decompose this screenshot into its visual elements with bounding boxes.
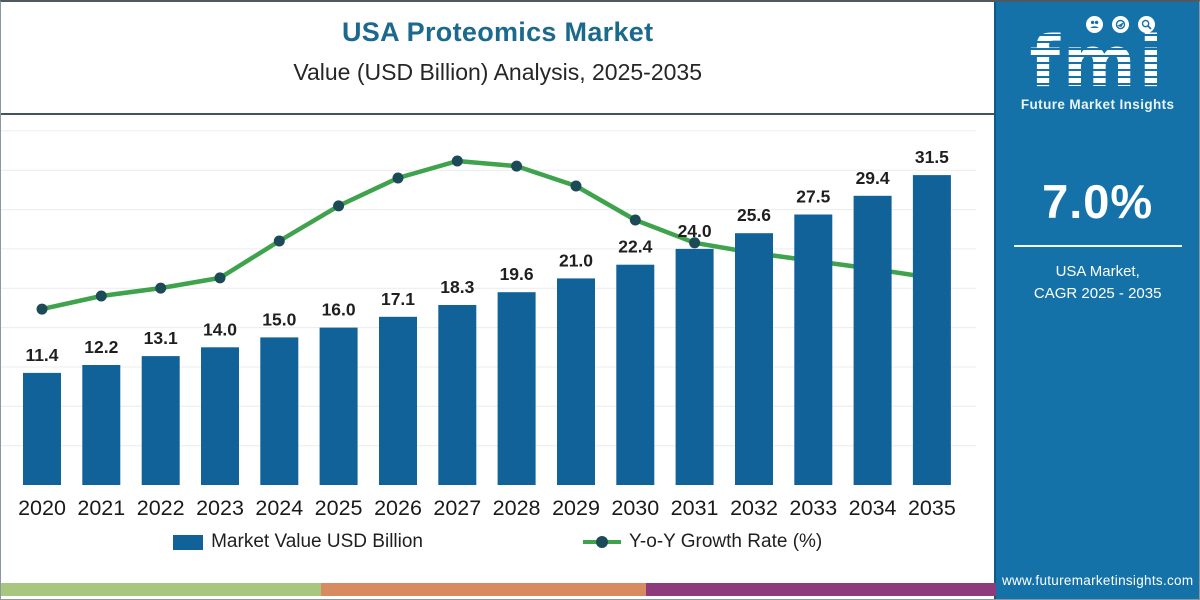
bar-2030 — [616, 264, 655, 485]
bar-2023 — [201, 347, 239, 485]
growth-rate-marker-2024 — [273, 235, 285, 247]
x-axis-label-2023: 2023 — [196, 496, 244, 520]
footer-color-strip — [1, 583, 996, 596]
growth-rate-marker-2031 — [689, 237, 701, 249]
bar-value-label-2026: 17.1 — [381, 289, 415, 309]
x-axis-label-2033: 2033 — [789, 496, 837, 520]
x-axis-label-2026: 2026 — [374, 496, 422, 520]
x-axis-label-2025: 2025 — [315, 496, 363, 520]
x-axis-label-2021: 2021 — [77, 496, 125, 520]
bar-value-label-2029: 21.0 — [559, 250, 593, 270]
bar-2031 — [675, 248, 714, 485]
x-axis-label-2027: 2027 — [433, 496, 481, 520]
bar-2027 — [438, 305, 477, 485]
footer-strip-segment-2 — [321, 583, 646, 596]
x-axis-label-2022: 2022 — [137, 496, 185, 520]
bar-value-label-2023: 14.0 — [203, 319, 237, 339]
cagr-caption: USA Market, CAGR 2025 - 2035 — [996, 261, 1199, 306]
legend-label-growth-rate: Y-o-Y Growth Rate (%) — [629, 531, 823, 552]
x-axis-label-2020: 2020 — [18, 496, 66, 520]
people-icon — [1086, 16, 1104, 33]
growth-rate-marker-2030 — [629, 214, 641, 226]
growth-rate-marker-2026 — [392, 172, 404, 184]
bar-2026 — [379, 316, 417, 485]
bar-2025 — [319, 327, 358, 485]
x-axis-label-2031: 2031 — [671, 496, 719, 520]
bar-value-label-2020: 11.4 — [25, 345, 58, 365]
fmi-logo: fmi Future Market Insights — [996, 2, 1199, 112]
x-axis-label-2029: 2029 — [552, 496, 600, 520]
fmi-logo-text: fmi — [996, 27, 1199, 96]
growth-rate-marker-2022 — [155, 282, 167, 294]
bar-value-label-2025: 16.0 — [322, 300, 356, 320]
bar-2033 — [794, 214, 833, 485]
logo-icons-row — [996, 16, 1199, 33]
bar-2032 — [735, 233, 773, 485]
growth-rate-marker-2020 — [36, 303, 48, 315]
legend-label-market-value: Market Value USD Billion — [211, 531, 423, 552]
growth-rate-marker-2023 — [214, 272, 226, 284]
website-link[interactable]: www.futuremarketinsights.com — [1001, 573, 1194, 588]
footer-strip-segment-1 — [1, 583, 322, 596]
line-marker-dot-icon — [596, 536, 608, 548]
growth-rate-marker-2025 — [333, 200, 345, 212]
x-axis-label-2034: 2034 — [849, 496, 897, 520]
growth-rate-marker-2029 — [570, 180, 582, 192]
chart-legend: Market Value USD Billion Y-o-Y Growth Ra… — [1, 531, 994, 553]
x-axis-label-2030: 2030 — [611, 496, 659, 520]
bar-2020 — [23, 372, 61, 485]
bar-2034 — [853, 195, 892, 486]
x-axis-label-2032: 2032 — [730, 496, 778, 520]
bar-value-label-2035: 31.5 — [915, 147, 949, 167]
bar-value-label-2021: 12.2 — [84, 337, 118, 357]
bar-value-label-2030: 22.4 — [618, 237, 652, 257]
bar-2029 — [557, 278, 595, 485]
chart-area: 11.4 2020 12.2 2021 13.1 2022 14.0 2023 15.0 2024… — [1, 115, 994, 523]
growth-rate-marker-2028 — [511, 160, 523, 172]
bar-2022 — [141, 356, 180, 485]
cagr-caption-line1: USA Market, — [1055, 262, 1140, 280]
bar-value-label-2033: 27.5 — [796, 187, 830, 207]
bar-swatch-icon — [173, 534, 204, 550]
legend-item-growth-rate: Y-o-Y Growth Rate (%) — [583, 531, 822, 553]
bar-value-label-2028: 19.6 — [500, 264, 534, 284]
bar-2021 — [82, 365, 121, 485]
cagr-caption-line2: CAGR 2025 - 2035 — [1033, 285, 1162, 302]
bar-2035 — [912, 175, 951, 485]
x-axis-label-2028: 2028 — [493, 496, 541, 520]
line-dot-swatch-icon — [583, 536, 621, 548]
brand-sidebar: fmi Future Market Insights 7.0% USA Mark… — [994, 2, 1199, 599]
page-title: USA Proteomics Market — [341, 17, 654, 47]
bar-value-label-2022: 13.1 — [144, 328, 178, 348]
growth-rate-marker-2027 — [451, 155, 463, 167]
insight-chart-icon — [1138, 16, 1156, 33]
bar-value-label-2034: 29.4 — [856, 168, 890, 188]
chart-panel: USA Proteomics Market Value (USD Billion… — [1, 2, 996, 599]
bar-value-label-2027: 18.3 — [440, 277, 474, 297]
bar-2028 — [497, 292, 536, 485]
chart-header: USA Proteomics Market Value (USD Billion… — [1, 2, 995, 115]
fmi-logo-caption: Future Market Insights — [1020, 96, 1175, 112]
bar-2024 — [260, 337, 299, 485]
market-value-growth-chart: 11.4 2020 12.2 2021 13.1 2022 14.0 2023 15.0 2024… — [1, 130, 976, 520]
footer-strip-segment-3 — [645, 583, 996, 596]
globe-plane-icon — [1112, 16, 1130, 33]
growth-rate-line — [39, 158, 935, 312]
x-axis-label-2024: 2024 — [255, 496, 303, 520]
cagr-stat: 7.0% USA Market, CAGR 2025 - 2035 — [996, 174, 1199, 306]
cagr-value: 7.0% — [1042, 174, 1154, 228]
stat-divider — [1013, 244, 1182, 247]
x-axis-label-2035: 2035 — [908, 496, 956, 520]
bar-value-label-2032: 25.6 — [737, 205, 771, 225]
growth-rate-marker-2021 — [95, 290, 107, 302]
bar-value-label-2024: 15.0 — [262, 309, 296, 329]
bar-value-label-2031: 24.0 — [678, 221, 712, 241]
legend-item-market-value: Market Value USD Billion — [173, 531, 423, 553]
page-subtitle: Value (USD Billion) Analysis, 2025-2035 — [293, 59, 703, 85]
